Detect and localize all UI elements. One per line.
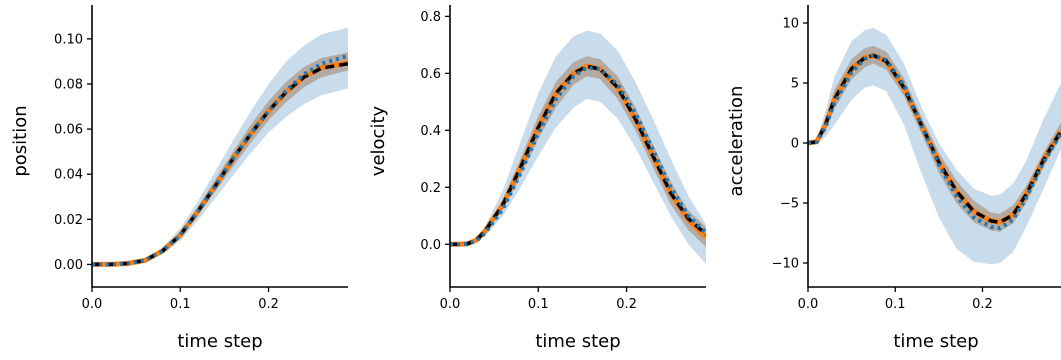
inner-uncertainty-band	[450, 56, 706, 248]
inner-uncertainty-band	[92, 52, 348, 265]
x-axis-label: time step	[177, 331, 262, 352]
mean-line-orange	[450, 63, 706, 247]
x-tick-label: 0.0	[798, 297, 819, 312]
y-tick-label: 0.00	[54, 258, 83, 273]
target-line-black-dashed	[808, 53, 1061, 224]
plot-area	[450, 30, 706, 265]
x-tick-label: 0.2	[616, 297, 637, 312]
x-tick-label: 0.0	[440, 297, 461, 312]
y-tick-label: −10	[772, 257, 799, 272]
y-tick-label: 0	[791, 137, 799, 152]
y-tick-label: 0.8	[420, 10, 441, 25]
y-tick-label: 0.10	[54, 32, 83, 47]
x-tick-label: 0.0	[82, 297, 103, 312]
reference-line-blue-dotted	[808, 53, 1061, 231]
chart-panel-position: 0.00 0.02 0.04 0.06 0.08 0.10 0.0 0.1 0.2 time st…	[10, 5, 348, 352]
x-axis-label: time step	[535, 331, 620, 352]
plot-area	[808, 27, 1061, 265]
x-axis-label: time step	[893, 331, 978, 352]
y-axis-label: position	[10, 105, 31, 176]
y-tick-label: −5	[780, 197, 799, 212]
outer-uncertainty-band	[92, 27, 348, 265]
y-tick-label: 0.04	[54, 168, 83, 183]
y-tick-label: 0.02	[54, 213, 83, 228]
reference-line-blue-dotted	[450, 65, 706, 247]
x-tick-label: 0.2	[258, 297, 279, 312]
x-tick-label: 0.1	[528, 297, 549, 312]
y-tick-label: 5	[791, 77, 799, 92]
y-tick-label: 0.4	[420, 124, 441, 139]
chart-panel-velocity: 0.0 0.2 0.4 0.6 0.8 0.0 0.1 0.2 time step velocit…	[368, 5, 706, 352]
chart-panel-acceleration: −10 −5 0 5 10 0.0 0.1 0.2 time step acceleration	[726, 5, 1061, 352]
x-tick-label: 0.2	[972, 297, 993, 312]
x-tick-label: 0.1	[885, 297, 906, 312]
y-tick-label: 10	[782, 17, 799, 32]
x-tick-label: 0.1	[170, 297, 191, 312]
y-tick-label: 0.2	[420, 181, 441, 196]
plot-area	[92, 27, 348, 267]
target-line-black-dashed	[92, 61, 348, 267]
y-tick-label: 0.6	[420, 67, 441, 82]
y-tick-label: 0.06	[54, 123, 83, 138]
y-tick-label: 0.08	[54, 77, 83, 92]
y-axis-label: acceleration	[726, 86, 747, 197]
y-tick-label: 0.0	[420, 238, 441, 253]
y-axis-label: velocity	[368, 105, 389, 176]
